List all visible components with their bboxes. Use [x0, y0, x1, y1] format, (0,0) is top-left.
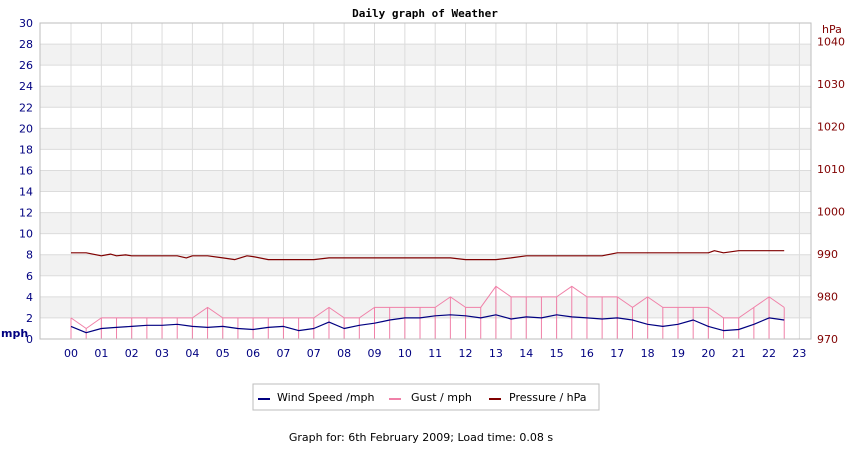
x-tick-label: 07 [276, 347, 290, 360]
x-tick-label: 21 [732, 347, 746, 360]
plot-band [40, 254, 811, 276]
plot-band [40, 317, 811, 339]
plot-band [40, 212, 811, 234]
right-axis-unit: hPa [822, 23, 842, 36]
series-line-pressure [71, 250, 785, 261]
left-tick-label: 24 [19, 80, 33, 93]
x-tick-label: 18 [641, 347, 655, 360]
right-tick-label: 1010 [817, 163, 845, 176]
left-tick-label: 26 [19, 59, 33, 72]
plot-band [40, 191, 811, 213]
series-line-wind-speed [70, 314, 785, 334]
x-tick-label: 03 [155, 347, 169, 360]
plot-bands [40, 23, 811, 339]
plot-frame [39, 22, 812, 340]
right-tick-label: 990 [817, 248, 838, 261]
x-tick-label: 05 [216, 347, 230, 360]
legend-item-gust: Gust / mph [389, 391, 472, 404]
x-tick-label: 09 [368, 347, 382, 360]
left-tick-label: 2 [26, 312, 33, 325]
left-tick-label: 16 [19, 164, 33, 177]
x-tick-label: 07 [307, 347, 321, 360]
plot-band [40, 149, 811, 171]
left-tick-label: 28 [19, 38, 33, 51]
plot-band [40, 170, 811, 192]
x-tick-label: 10 [398, 347, 412, 360]
x-tick-label: 13 [489, 347, 503, 360]
chart-title: Daily graph of Weather [352, 7, 498, 20]
x-axis-ticks: 00 01 02 03 04 05 06 07 07 08 09 10 11 12 13 14 15 16 17 18… [64, 347, 806, 360]
right-tick-label: 1000 [817, 206, 845, 219]
plot-band [40, 44, 811, 66]
legend-label-pressure: Pressure / hPa [509, 391, 587, 404]
left-tick-label: 0 [26, 333, 33, 346]
x-tick-label: 14 [519, 347, 533, 360]
footer-text: Graph for: 6th February 2009; Load time:… [289, 431, 554, 444]
legend-item-pressure: Pressure / hPa [489, 391, 587, 404]
x-tick-label: 11 [428, 347, 442, 360]
x-tick-label: 19 [671, 347, 685, 360]
x-tick-label: 20 [701, 347, 715, 360]
right-tick-label: 1040 [817, 36, 845, 49]
plot-band [40, 23, 811, 45]
legend-label-wind-speed: Wind Speed /mph [277, 391, 375, 404]
x-tick-label: 06 [246, 347, 260, 360]
x-tick-label: 12 [459, 347, 473, 360]
plot-band [40, 107, 811, 129]
left-tick-label: 8 [26, 249, 33, 262]
series-line-gust [70, 285, 785, 329]
series-layer [70, 250, 785, 339]
legend-label-gust: Gust / mph [411, 391, 472, 404]
left-tick-label: 4 [26, 291, 33, 304]
plot-band [40, 275, 811, 297]
x-tick-label: 22 [762, 347, 776, 360]
x-tick-label: 15 [550, 347, 564, 360]
left-axis-unit: mph [1, 327, 28, 340]
left-tick-label: 30 [19, 17, 33, 30]
x-tick-label: 16 [580, 347, 594, 360]
left-tick-label: 6 [26, 270, 33, 283]
x-tick-label: 23 [792, 347, 806, 360]
plot-band [40, 86, 811, 108]
plot-band [40, 233, 811, 255]
left-tick-label: 22 [19, 101, 33, 114]
x-tick-label: 04 [185, 347, 199, 360]
plot-band [40, 128, 811, 150]
left-tick-label: 10 [19, 228, 33, 241]
x-tick-label: 08 [337, 347, 351, 360]
left-tick-label: 20 [19, 122, 33, 135]
legend-box [252, 383, 600, 411]
legend: Wind Speed /mph Gust / mph Pressure / hP… [252, 383, 600, 411]
plot-band [40, 65, 811, 87]
right-tick-label: 1030 [817, 78, 845, 91]
right-tick-label: 980 [817, 291, 838, 304]
left-tick-label: 12 [19, 207, 33, 220]
x-tick-label: 00 [64, 347, 78, 360]
x-tick-label: 01 [94, 347, 108, 360]
x-tick-label: 17 [610, 347, 624, 360]
legend-item-wind-speed: Wind Speed /mph [258, 391, 375, 404]
right-axis-ticks: 970 980 990 1000 1010 1020 1030 1040 [817, 36, 845, 346]
x-tick-label: 02 [125, 347, 139, 360]
right-tick-label: 1020 [817, 121, 845, 134]
left-tick-label: 14 [19, 186, 33, 199]
left-tick-label: 18 [19, 143, 33, 156]
right-tick-label: 970 [817, 333, 838, 346]
